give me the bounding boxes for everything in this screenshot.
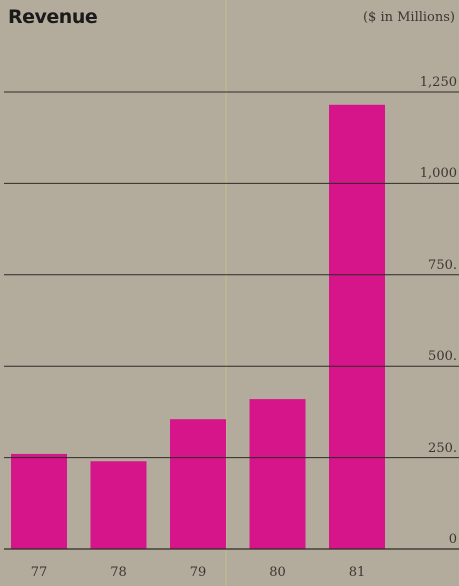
y-tick-label: 500. (428, 349, 457, 365)
x-tick-label: 80 (269, 565, 286, 580)
y-tick-label: 0 (448, 532, 457, 547)
y-tick-label: 250. (428, 440, 457, 456)
bar-80 (249, 399, 306, 549)
x-tick-label: 81 (348, 565, 366, 580)
y-tick-label: 750. (428, 257, 457, 273)
bar-77 (11, 453, 67, 549)
bar-78 (90, 461, 147, 549)
bar-81 (329, 104, 385, 550)
bar-79 (170, 419, 226, 549)
x-tick-label: 79 (189, 565, 207, 580)
y-tick-label: 1,000 (419, 166, 457, 182)
unit-label: ($ in Millions) (362, 10, 455, 25)
chart-title: Revenue (8, 6, 98, 28)
y-tick-label: 1,250 (419, 75, 457, 90)
x-tick-label: 77 (30, 565, 48, 580)
x-tick-label: 78 (110, 565, 127, 580)
